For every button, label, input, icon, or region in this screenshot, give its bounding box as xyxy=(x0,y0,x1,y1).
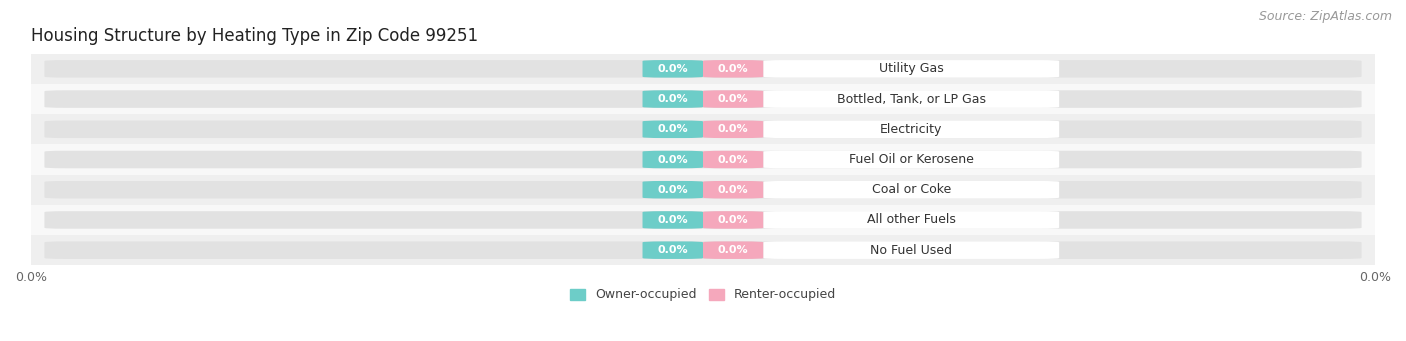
Text: 0.0%: 0.0% xyxy=(718,245,748,255)
Text: Housing Structure by Heating Type in Zip Code 99251: Housing Structure by Heating Type in Zip… xyxy=(31,27,478,45)
FancyBboxPatch shape xyxy=(703,60,763,78)
Text: 0.0%: 0.0% xyxy=(658,124,688,134)
Text: 0.0%: 0.0% xyxy=(718,215,748,225)
Text: Coal or Coke: Coal or Coke xyxy=(872,183,950,196)
Bar xyxy=(31,175,1375,205)
FancyBboxPatch shape xyxy=(45,60,1361,78)
Text: Fuel Oil or Kerosene: Fuel Oil or Kerosene xyxy=(849,153,974,166)
FancyBboxPatch shape xyxy=(763,120,1059,138)
Text: All other Fuels: All other Fuels xyxy=(868,213,956,226)
FancyBboxPatch shape xyxy=(763,60,1059,78)
Bar xyxy=(31,235,1375,265)
FancyBboxPatch shape xyxy=(763,181,1059,198)
FancyBboxPatch shape xyxy=(45,90,1361,108)
FancyBboxPatch shape xyxy=(45,120,1361,138)
Text: 0.0%: 0.0% xyxy=(718,64,748,74)
Text: Bottled, Tank, or LP Gas: Bottled, Tank, or LP Gas xyxy=(837,92,986,106)
FancyBboxPatch shape xyxy=(45,151,1361,168)
FancyBboxPatch shape xyxy=(643,120,703,138)
Text: 0.0%: 0.0% xyxy=(658,185,688,195)
FancyBboxPatch shape xyxy=(763,211,1059,229)
Text: 0.0%: 0.0% xyxy=(718,185,748,195)
FancyBboxPatch shape xyxy=(643,211,703,229)
Text: 0.0%: 0.0% xyxy=(658,154,688,164)
Text: 0.0%: 0.0% xyxy=(658,94,688,104)
FancyBboxPatch shape xyxy=(45,241,1361,259)
FancyBboxPatch shape xyxy=(703,90,763,108)
FancyBboxPatch shape xyxy=(643,90,703,108)
FancyBboxPatch shape xyxy=(703,120,763,138)
FancyBboxPatch shape xyxy=(643,181,703,198)
Text: 0.0%: 0.0% xyxy=(658,245,688,255)
Text: 0.0%: 0.0% xyxy=(718,124,748,134)
FancyBboxPatch shape xyxy=(763,241,1059,259)
FancyBboxPatch shape xyxy=(643,241,703,259)
Text: Electricity: Electricity xyxy=(880,123,942,136)
FancyBboxPatch shape xyxy=(703,211,763,229)
FancyBboxPatch shape xyxy=(45,181,1361,198)
FancyBboxPatch shape xyxy=(763,151,1059,168)
FancyBboxPatch shape xyxy=(643,151,703,168)
Text: Utility Gas: Utility Gas xyxy=(879,62,943,75)
Text: 0.0%: 0.0% xyxy=(718,94,748,104)
Text: 0.0%: 0.0% xyxy=(658,215,688,225)
FancyBboxPatch shape xyxy=(763,90,1059,108)
Text: No Fuel Used: No Fuel Used xyxy=(870,244,952,257)
Bar xyxy=(31,84,1375,114)
Bar xyxy=(31,54,1375,84)
FancyBboxPatch shape xyxy=(703,181,763,198)
Bar xyxy=(31,144,1375,175)
Bar xyxy=(31,114,1375,144)
Text: Source: ZipAtlas.com: Source: ZipAtlas.com xyxy=(1258,10,1392,23)
FancyBboxPatch shape xyxy=(45,211,1361,229)
FancyBboxPatch shape xyxy=(643,60,703,78)
FancyBboxPatch shape xyxy=(703,151,763,168)
Bar xyxy=(31,205,1375,235)
Legend: Owner-occupied, Renter-occupied: Owner-occupied, Renter-occupied xyxy=(569,288,837,301)
Text: 0.0%: 0.0% xyxy=(658,64,688,74)
FancyBboxPatch shape xyxy=(703,241,763,259)
Text: 0.0%: 0.0% xyxy=(718,154,748,164)
